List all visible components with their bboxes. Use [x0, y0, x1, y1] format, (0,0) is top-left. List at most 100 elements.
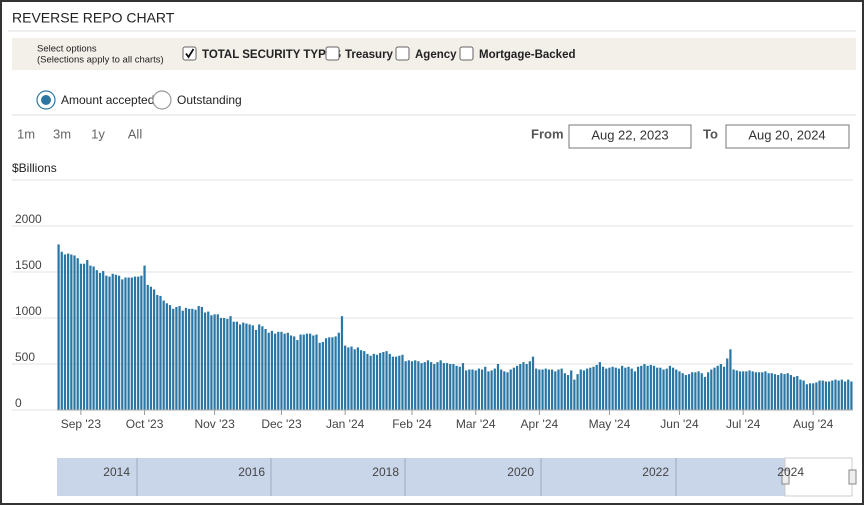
bar: [439, 360, 442, 410]
bar: [815, 382, 818, 410]
bar: [146, 284, 149, 410]
radio-dot: [41, 95, 51, 105]
bar: [812, 383, 815, 410]
checkbox-label: TOTAL SECURITY TYPES: [202, 49, 341, 61]
bar: [512, 367, 516, 410]
radio[interactable]: [152, 90, 172, 110]
bar: [283, 333, 286, 410]
zoom-button[interactable]: 1y: [91, 126, 105, 141]
zoom-button[interactable]: All: [128, 126, 143, 141]
x-tick-label: Nov '23: [194, 417, 235, 431]
bar: [366, 353, 369, 410]
bar: [659, 367, 662, 410]
x-tick-label: Dec '23: [261, 417, 302, 431]
bar: [681, 373, 684, 410]
checkbox[interactable]: [182, 46, 197, 61]
bar: [474, 370, 477, 410]
bar: [707, 372, 710, 410]
bar: [296, 340, 299, 410]
bar: [258, 324, 261, 410]
bar: [544, 368, 547, 410]
bar: [137, 276, 140, 410]
bar: [560, 368, 563, 410]
bar: [277, 331, 280, 410]
bar: [156, 295, 159, 410]
bar: [777, 375, 780, 410]
bar: [197, 306, 200, 410]
bar: [121, 279, 124, 410]
bar: [586, 368, 589, 410]
navigator-handle[interactable]: [781, 469, 790, 485]
bar: [203, 312, 207, 410]
bar: [382, 352, 385, 410]
bar: [168, 305, 172, 410]
bar: [805, 384, 808, 410]
navigator-handle[interactable]: [848, 469, 857, 485]
bar: [369, 355, 372, 410]
bar: [356, 347, 360, 410]
bar: [92, 266, 95, 410]
bar: [601, 366, 605, 410]
bar: [175, 306, 178, 410]
bar: [270, 330, 274, 410]
navigator-window[interactable]: [57, 458, 785, 496]
from-input[interactable]: [568, 124, 692, 149]
bar: [773, 374, 777, 410]
checkbox-label: Agency: [415, 49, 457, 61]
bar: [764, 371, 767, 410]
zoom-button[interactable]: 3m: [53, 126, 71, 141]
bar: [188, 308, 191, 410]
bar: [818, 380, 821, 410]
bar: [493, 368, 496, 410]
bar: [172, 308, 175, 410]
bar: [748, 370, 751, 410]
bar: [767, 373, 770, 410]
bar: [643, 364, 646, 410]
bar: [608, 367, 611, 410]
bar: [598, 362, 601, 410]
checkbox[interactable]: [395, 46, 410, 61]
bar: [130, 277, 133, 410]
bar: [630, 368, 633, 410]
bar: [783, 374, 786, 410]
bar: [248, 324, 251, 410]
checkbox-label: Mortgage-Backed: [479, 49, 576, 61]
bar: [662, 369, 665, 410]
bar: [286, 332, 289, 410]
bar: [159, 295, 162, 410]
checkbox[interactable]: [325, 46, 340, 61]
bar: [522, 362, 525, 410]
bar: [528, 361, 531, 410]
bar: [305, 333, 309, 410]
bar: [557, 369, 560, 410]
bar: [372, 353, 375, 410]
bar: [582, 370, 586, 410]
bar: [821, 380, 824, 410]
bar: [490, 370, 493, 410]
bar: [414, 360, 417, 410]
checkbox[interactable]: [459, 46, 474, 61]
from-label: From: [531, 126, 564, 141]
bar: [550, 369, 554, 410]
zoom-button[interactable]: 1m: [17, 126, 35, 141]
bar: [289, 335, 293, 410]
bar: [245, 323, 248, 410]
bar: [328, 337, 331, 410]
bar: [105, 275, 108, 410]
bar: [684, 375, 687, 410]
bar: [694, 372, 697, 410]
bar: [127, 277, 130, 410]
x-tick-label: Apr '24: [521, 417, 559, 431]
bar: [668, 365, 672, 410]
bar: [757, 372, 761, 410]
bar: [178, 306, 181, 410]
bar: [828, 381, 831, 410]
to-input[interactable]: [725, 124, 850, 149]
bar: [802, 380, 805, 410]
bar: [621, 365, 624, 410]
bar: [742, 371, 745, 410]
bar: [242, 322, 245, 410]
x-tick-label: Jan '24: [326, 417, 365, 431]
bar: [331, 337, 334, 410]
